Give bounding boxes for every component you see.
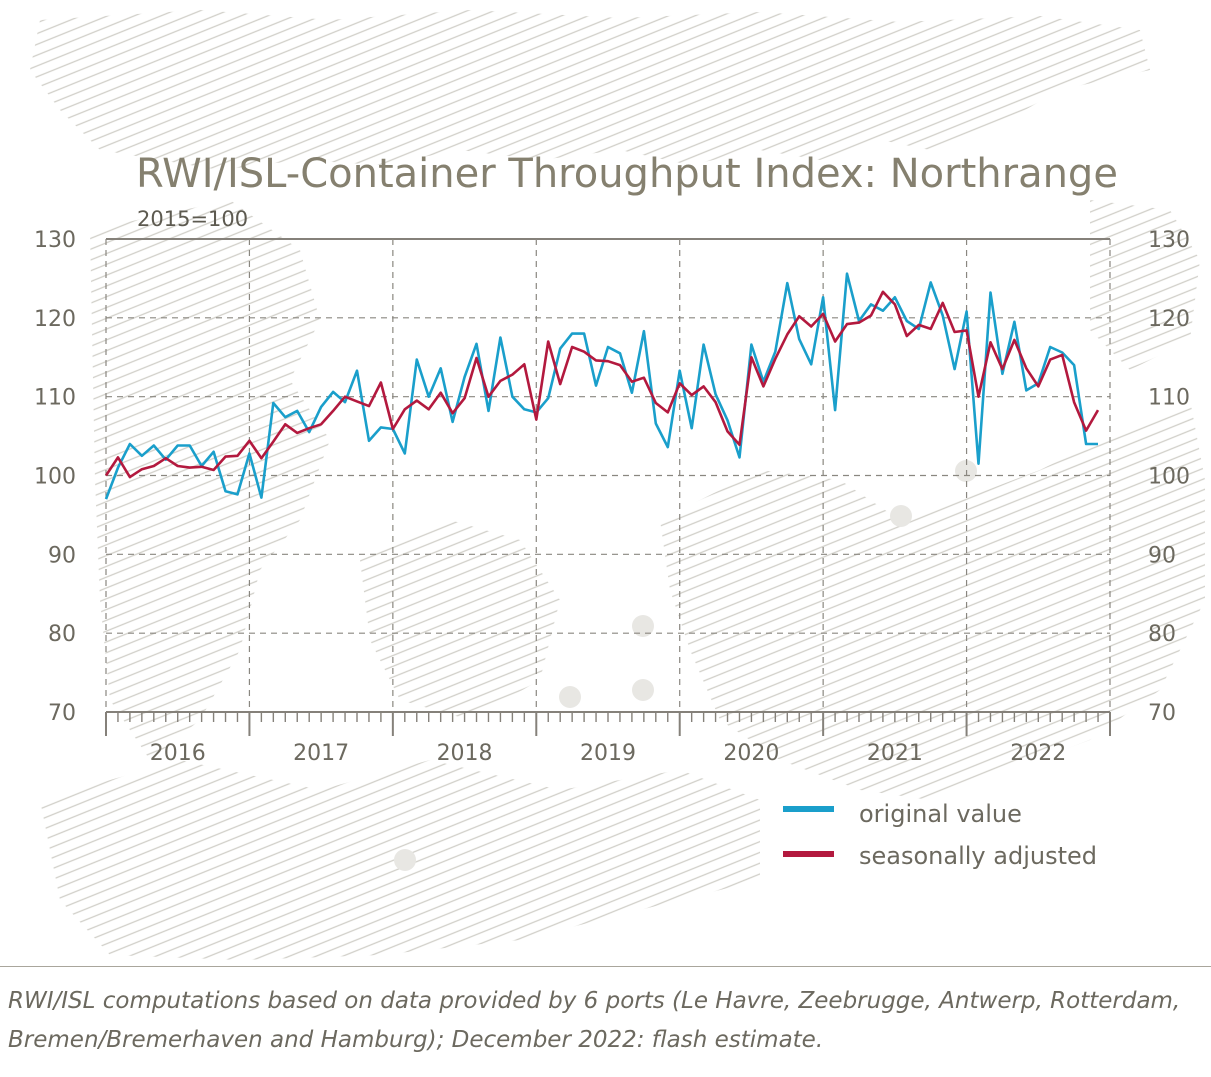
y-tick-label-right: 100 — [1148, 465, 1190, 490]
footnote-divider — [0, 966, 1211, 967]
series-lines — [104, 272, 1100, 500]
y-tick-label-left: 90 — [48, 543, 76, 568]
x-axis: 2016 2017 2018 2019 2020 2021 2022 — [105, 711, 1111, 766]
y-tick-label-right: 80 — [1148, 622, 1176, 647]
legend: original value seasonally adjusted — [783, 800, 1097, 870]
x-year-label: 2017 — [293, 741, 349, 766]
footnote: RWI/ISL computations based on data provi… — [8, 988, 1181, 1053]
y-tick-label-left: 80 — [48, 622, 76, 647]
y-tick-label-right: 90 — [1148, 543, 1176, 568]
y-tick-label-left: 130 — [34, 228, 76, 253]
legend-label-original: original value — [859, 800, 1022, 828]
chart-subtitle: 2015=100 — [137, 207, 248, 231]
y-tick-label-left: 120 — [34, 307, 76, 332]
map-background — [30, 10, 1205, 960]
x-year-label: 2019 — [580, 741, 636, 766]
y-axis-right: 70 80 90 100 110 120 130 — [1148, 228, 1190, 726]
x-year-label: 2016 — [150, 741, 206, 766]
x-year-label: 2020 — [723, 741, 779, 766]
legend-label-seasonally-adjusted: seasonally adjusted — [859, 842, 1097, 870]
x-year-label: 2022 — [1010, 741, 1066, 766]
y-tick-label-left: 70 — [48, 701, 76, 726]
y-tick-label-left: 100 — [34, 465, 76, 490]
y-tick-label-right: 110 — [1148, 386, 1190, 411]
y-tick-label-right: 120 — [1148, 307, 1190, 332]
chart: RWI/ISL-Container Throughput Index: Nort… — [30, 10, 1205, 960]
y-tick-label-right: 130 — [1148, 228, 1190, 253]
x-year-label: 2018 — [437, 741, 493, 766]
series-line-seasonally-adjusted — [104, 290, 1100, 479]
y-tick-label-left: 110 — [34, 386, 76, 411]
series-line-original-value — [104, 272, 1098, 500]
x-year-label: 2021 — [867, 741, 923, 766]
y-tick-label-right: 70 — [1148, 701, 1176, 726]
chart-title: RWI/ISL-Container Throughput Index: Nort… — [136, 151, 1118, 197]
y-axis-left: 70 80 90 100 110 120 130 — [34, 228, 76, 726]
